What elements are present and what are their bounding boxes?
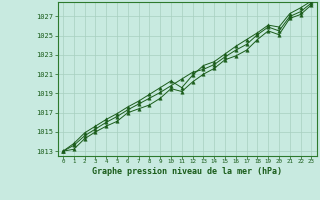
X-axis label: Graphe pression niveau de la mer (hPa): Graphe pression niveau de la mer (hPa): [92, 167, 282, 176]
